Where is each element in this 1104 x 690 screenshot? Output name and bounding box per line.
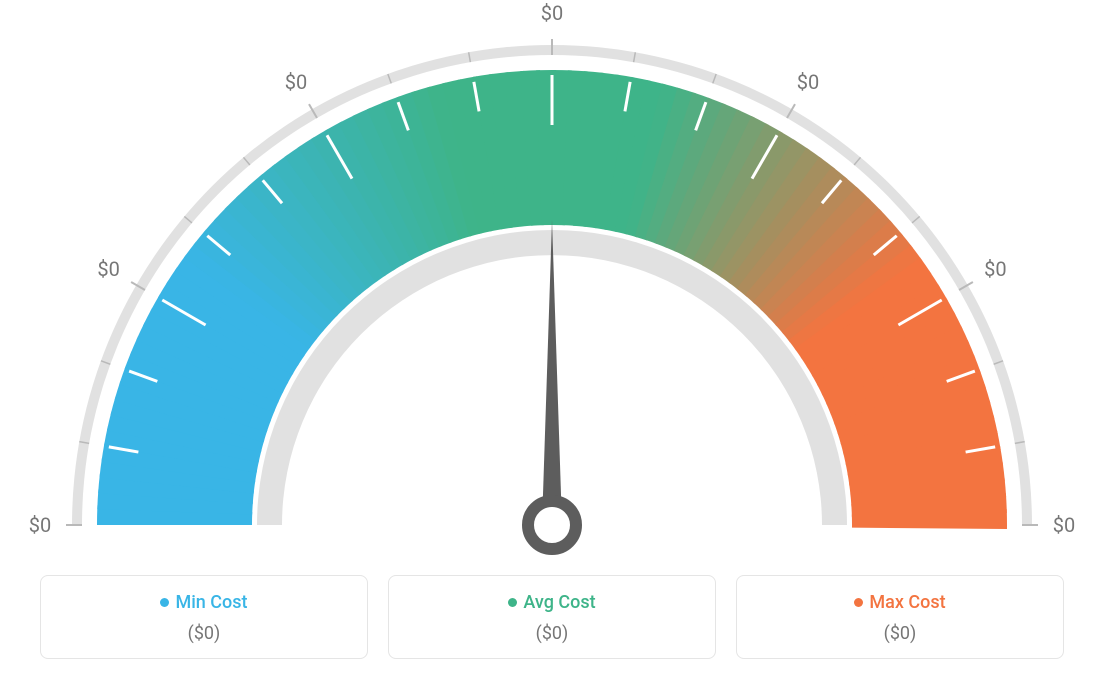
legend-dot-avg [508, 598, 517, 607]
legend-title-max: Max Cost [854, 592, 945, 613]
gauge-tick-label: $0 [541, 1, 563, 25]
legend-title-avg: Avg Cost [508, 592, 595, 613]
gauge-tick-label: $0 [797, 70, 819, 94]
legend-value-min: ($0) [53, 623, 355, 644]
legend-row: Min Cost ($0) Avg Cost ($0) Max Cost ($0… [40, 575, 1064, 659]
gauge-container: $0 $0 $0 $0 $0 $0 $0 [0, 0, 1104, 560]
legend-card-max: Max Cost ($0) [736, 575, 1064, 659]
gauge-tick-label: $0 [1053, 513, 1075, 537]
legend-dot-max [854, 598, 863, 607]
gauge-svg [0, 0, 1104, 560]
gauge-tick-label: $0 [29, 513, 51, 537]
gauge-tick-label: $0 [285, 70, 307, 94]
legend-card-min: Min Cost ($0) [40, 575, 368, 659]
legend-card-avg: Avg Cost ($0) [388, 575, 716, 659]
legend-title-min: Min Cost [160, 592, 247, 613]
legend-value-avg: ($0) [401, 623, 703, 644]
legend-value-max: ($0) [749, 623, 1051, 644]
legend-dot-min [160, 598, 169, 607]
legend-label-max: Max Cost [869, 592, 945, 613]
legend-label-min: Min Cost [175, 592, 247, 613]
gauge-tick-label: $0 [984, 257, 1006, 281]
gauge-tick-label: $0 [97, 257, 119, 281]
legend-label-avg: Avg Cost [523, 592, 595, 613]
